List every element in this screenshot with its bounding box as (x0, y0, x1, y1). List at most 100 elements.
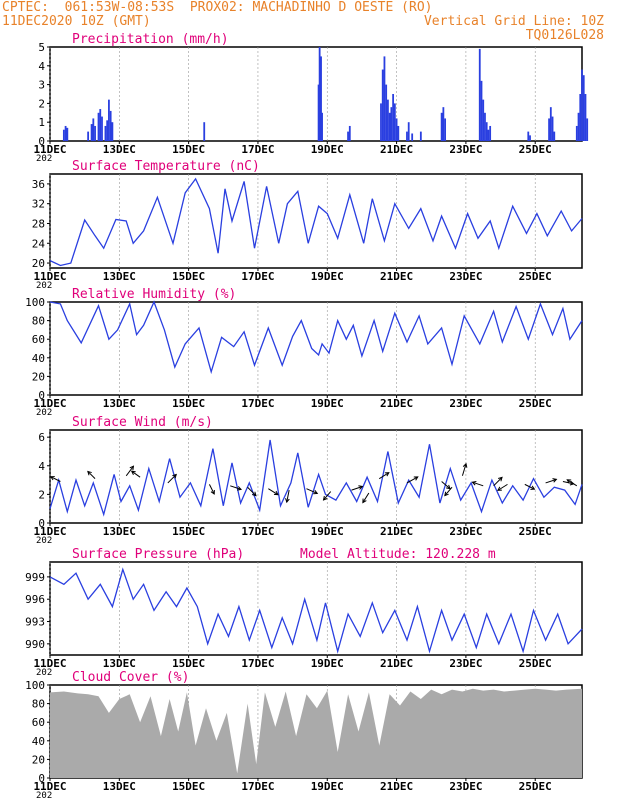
precip-bar (411, 133, 414, 141)
header-grid-line: Vertical Grid Line: 10Z (423, 14, 604, 29)
year-label: 202 (36, 408, 52, 418)
model-altitude: Model Altitude: 120.228 m (300, 547, 496, 562)
wind-arrow-head (251, 491, 257, 497)
wind-arrow (306, 488, 318, 494)
x-tick-label: 25DEC (519, 270, 552, 283)
x-tick-label: 17DEC (241, 657, 274, 670)
wind-arrow-head (566, 479, 572, 484)
precip-bar (392, 94, 395, 141)
precip-bar (106, 120, 109, 141)
precip-bar (489, 125, 492, 141)
y-tick-label: 4 (38, 460, 45, 473)
y-tick-label: 3 (38, 79, 45, 92)
wind-arrow-head (49, 476, 55, 481)
x-tick-label: 19DEC (311, 397, 344, 410)
wind-arrow-head (444, 491, 449, 497)
wind-arrow-head (413, 476, 419, 481)
panel-title: Surface Wind (m/s) (72, 415, 213, 430)
wind-arrow (268, 488, 279, 496)
wind-arrow (208, 484, 215, 495)
y-tick-label: 999 (25, 571, 45, 584)
precip-bar (582, 75, 585, 141)
wind-arrow (444, 486, 453, 496)
wind-arrow-head (172, 473, 177, 479)
panel-frame (49, 173, 583, 269)
precip-bar (579, 94, 582, 141)
x-tick-label: 21DEC (380, 780, 413, 793)
x-tick-label: 11DEC (33, 143, 66, 156)
panel-title: Relative Humidity (%) (72, 287, 236, 302)
wind-arrow (362, 492, 370, 503)
wind-arrow-head (129, 465, 135, 471)
x-tick-label: 21DEC (380, 270, 413, 283)
x-tick-label: 13DEC (103, 397, 136, 410)
x-tick-label: 19DEC (311, 143, 344, 156)
precip-bar (407, 122, 410, 141)
y-tick-label: 6 (38, 431, 45, 444)
wind-arrow-head (362, 498, 367, 504)
x-tick-label: 23DEC (449, 270, 482, 283)
y-tick-label: 24 (32, 237, 46, 250)
y-tick-label: 0 (38, 517, 45, 530)
y-tick-label: 990 (25, 638, 45, 651)
header-datetime: 11DEC2020 10Z (GMT) (2, 14, 151, 29)
x-tick-label: 11DEC (33, 397, 66, 410)
header-model-code: TQ0126L028 (525, 28, 604, 43)
wind-arrow (493, 477, 503, 487)
panel-title: Surface Temperature (nC) (72, 159, 260, 174)
y-tick-label: 20 (32, 370, 45, 383)
series-line (49, 567, 583, 654)
precip-bar (109, 110, 112, 141)
precip-bar (577, 112, 580, 141)
wind-arrow (497, 483, 508, 491)
x-tick-label: 17DEC (241, 270, 274, 283)
precip-bar (444, 118, 447, 141)
year-label: 202 (36, 668, 52, 678)
x-tick-label: 23DEC (449, 525, 482, 538)
precip-bar (478, 48, 481, 141)
panel-title: Precipitation (mm/h) (72, 32, 229, 47)
wind-arrow-head (498, 476, 503, 482)
series-line (49, 300, 583, 375)
y-tick-label: 100 (25, 296, 45, 309)
y-tick-label: 60 (32, 716, 45, 729)
x-tick-label: 21DEC (380, 657, 413, 670)
precip-bar (388, 112, 391, 141)
y-tick-label: 0 (38, 135, 45, 148)
x-tick-label: 23DEC (449, 780, 482, 793)
y-tick-label: 4 (38, 60, 45, 73)
precip-bar (581, 69, 583, 141)
x-tick-label: 21DEC (380, 143, 413, 156)
precip-bar (549, 107, 552, 141)
x-tick-label: 19DEC (311, 270, 344, 283)
precip-bar (64, 125, 67, 141)
precip-bar (482, 99, 485, 141)
wind-arrow-head (462, 462, 468, 468)
precip-bar (87, 131, 90, 141)
precip-bar (90, 124, 93, 141)
y-tick-label: 100 (25, 679, 45, 692)
precip-bar (380, 103, 382, 141)
x-tick-label: 23DEC (449, 657, 482, 670)
y-tick-label: 80 (32, 698, 45, 711)
y-tick-label: 0 (38, 389, 45, 402)
precip-bar (97, 112, 100, 141)
x-tick-label: 25DEC (519, 525, 552, 538)
panel-frame (49, 46, 583, 142)
precip-bar (94, 125, 96, 141)
x-tick-label: 23DEC (449, 397, 482, 410)
precip-bar (101, 116, 103, 141)
panel-frame (49, 301, 583, 396)
precip-bar (99, 109, 102, 141)
precip-bar (484, 112, 486, 141)
year-label: 202 (36, 791, 52, 800)
wind-arrow-head (322, 495, 328, 501)
precip-bar (92, 118, 95, 141)
x-tick-label: 25DEC (519, 780, 552, 793)
precip-bar (385, 84, 388, 141)
x-tick-label: 15DEC (172, 657, 205, 670)
y-tick-label: 2 (38, 97, 45, 110)
y-tick-label: 28 (32, 217, 45, 230)
y-tick-label: 32 (32, 198, 45, 211)
x-tick-label: 23DEC (449, 143, 482, 156)
